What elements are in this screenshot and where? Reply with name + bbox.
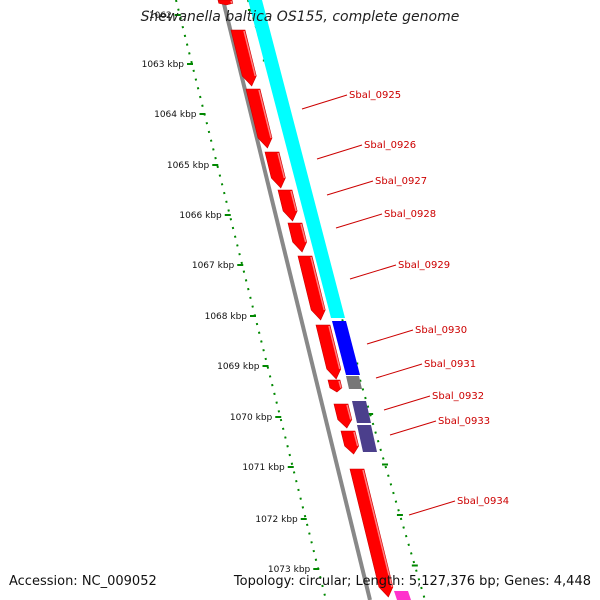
gene-arrow (349, 468, 394, 598)
gene-arrow (230, 29, 257, 87)
gene-label: Sbal_0927 (375, 176, 427, 187)
gene-arrow-highlight (230, 0, 233, 4)
gene-arrow-highlight (277, 152, 286, 179)
gene-arrow (327, 379, 343, 393)
gene-label: Sbal_0926 (364, 140, 416, 151)
kbp-label: 1073 kbp (268, 565, 311, 575)
gene-label-leader (375, 363, 423, 379)
cds-slate-block-2 (357, 425, 377, 452)
gene-arrow (340, 430, 359, 455)
kbp-label: 1065 kbp (167, 161, 210, 171)
gene-label-leader (408, 500, 456, 516)
gene-arrow-highlight (310, 256, 325, 311)
forward-genes (217, 0, 394, 598)
gene-arrow-highlight (258, 89, 272, 139)
cds-slate-block-1 (352, 401, 371, 423)
gene-arrow-highlight (243, 30, 256, 77)
gene-label-leader (383, 395, 431, 411)
kbp-label: 1067 kbp (192, 261, 235, 271)
kbp-label: 1070 kbp (230, 413, 273, 423)
gene-arrow-highlight (338, 380, 342, 389)
genome-title-text: Shewanella baltica OS155, complete genom… (140, 9, 460, 25)
kbp-label: 1066 kbp (179, 211, 222, 221)
gene-label-leader (316, 144, 363, 160)
cds-pink-stub (394, 591, 411, 600)
gene-arrow-highlight (328, 325, 341, 370)
kbp-label: 1063 kbp (142, 60, 185, 70)
gene-arrow (217, 0, 234, 6)
gene-label-leader (301, 94, 348, 110)
cds-cyan-band (248, 0, 345, 318)
gene-labels: Sbal_0925 Sbal_0926 Sbal_0927 Sbal_0928 Sbal… (301, 90, 509, 516)
gene-label: Sbal_0934 (457, 496, 509, 507)
gene-label: Sbal_0933 (438, 416, 490, 427)
gene-label-leader (326, 180, 374, 196)
accession-text: Accession: NC_009052 (9, 574, 157, 589)
gene-label: Sbal_0931 (424, 359, 476, 370)
kbp-label: 1062 (149, 11, 172, 21)
kbp-labels: 1062 1063 kbp 1064 kbp 1065 kbp 1066 kbp 1067… (142, 11, 320, 575)
kbp-label: 1069 kbp (217, 362, 260, 372)
kbp-label: 1068 kbp (205, 312, 248, 322)
genome-summary-text: Topology: circular; Length: 5,127,376 bp… (233, 574, 591, 589)
gene-arrow-highlight (300, 223, 307, 243)
cds-blue-block (332, 321, 360, 375)
cds-gray-block (346, 376, 362, 389)
gene-arrow (315, 324, 342, 380)
gene-label: Sbal_0928 (384, 209, 436, 220)
gene-label-leader (349, 264, 397, 280)
kbp-label: 1072 kbp (255, 515, 298, 525)
gene-label: Sbal_0932 (432, 391, 484, 402)
genome-title: Shewanella baltica OS155, complete genom… (0, 9, 600, 25)
gene-arrow (245, 88, 273, 149)
gene-label-leader (335, 213, 383, 229)
gene-arrow (333, 403, 353, 429)
gene-arrow (297, 255, 326, 321)
gene-label: Sbal_0930 (415, 325, 467, 336)
gene-arrow-highlight (346, 404, 352, 420)
gene-arrow-highlight (362, 469, 393, 588)
gene-arrow-highlight (290, 190, 297, 212)
kbp-label: 1071 kbp (242, 463, 285, 473)
gene-label: Sbal_0929 (398, 260, 450, 271)
gene-arrow-highlight (353, 431, 359, 447)
kbp-label: 1064 kbp (154, 110, 197, 120)
gene-label-leader (366, 329, 414, 345)
backbone (221, 0, 372, 600)
gene-label-leader (389, 420, 437, 436)
gene-label: Sbal_0925 (349, 90, 401, 101)
